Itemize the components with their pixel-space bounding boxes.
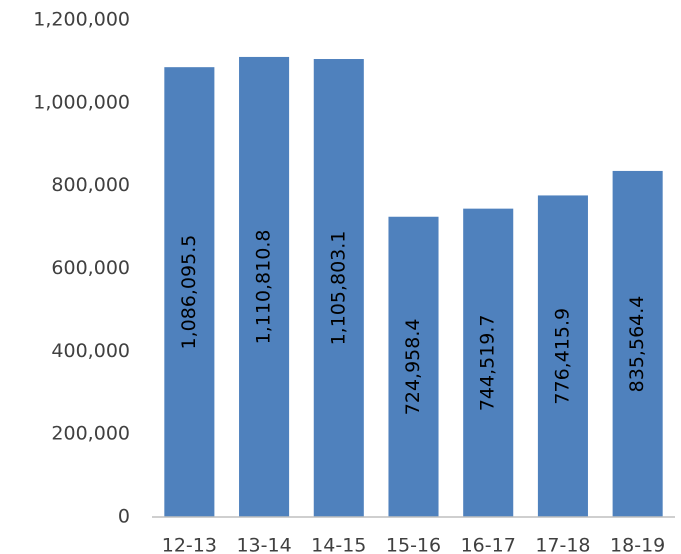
data-label: 744,519.7 bbox=[477, 314, 499, 411]
y-tick-label: 1,000,000 bbox=[33, 91, 130, 113]
bar bbox=[164, 67, 215, 517]
y-tick-label: 800,000 bbox=[51, 174, 130, 196]
data-label: 776,415.9 bbox=[551, 308, 573, 405]
x-tick-label: 13-14 bbox=[236, 535, 291, 554]
bar bbox=[612, 170, 663, 517]
data-label: 1,105,803.1 bbox=[327, 231, 349, 346]
data-label: 724,958.4 bbox=[402, 319, 424, 416]
x-tick-label: 16-17 bbox=[461, 535, 516, 554]
data-label: 835,564.4 bbox=[626, 296, 648, 393]
data-label: 1,110,810.8 bbox=[253, 230, 275, 345]
x-tick-label: 14-15 bbox=[311, 535, 366, 554]
x-tick-label: 18-19 bbox=[610, 535, 665, 554]
bar bbox=[239, 56, 290, 517]
x-tick-label: 17-18 bbox=[535, 535, 590, 554]
bar bbox=[537, 195, 588, 517]
bar bbox=[463, 208, 514, 517]
y-tick-label: 600,000 bbox=[51, 257, 130, 279]
x-tick-label: 15-16 bbox=[386, 535, 441, 554]
data-label: 1,086,095.5 bbox=[178, 235, 200, 350]
bar bbox=[313, 59, 364, 517]
y-tick-label: 1,200,000 bbox=[33, 9, 130, 31]
bar bbox=[388, 216, 439, 517]
y-tick-label: 0 bbox=[118, 506, 130, 528]
y-tick-label: 400,000 bbox=[51, 340, 130, 362]
x-tick-label: 12-13 bbox=[162, 535, 217, 554]
y-tick-label: 200,000 bbox=[51, 423, 130, 445]
